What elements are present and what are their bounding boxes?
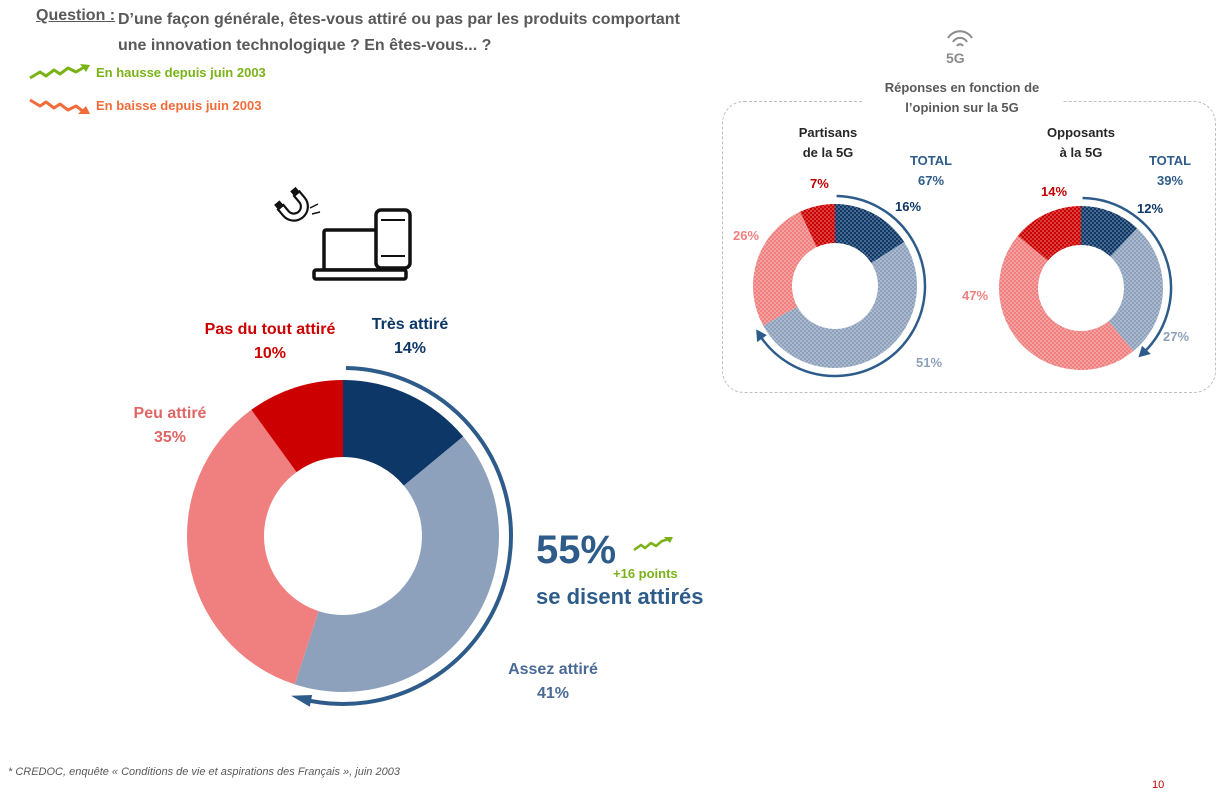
opposants-attires-arc bbox=[1082, 196, 1173, 356]
summary-text: se disent attirés bbox=[536, 584, 704, 609]
partisans-peu-label: 26% bbox=[733, 228, 760, 243]
main-arrowhead bbox=[291, 695, 313, 707]
label-tres-attire: Très attiré 14% bbox=[371, 316, 449, 357]
signal-5g-icon bbox=[947, 30, 973, 47]
label-pas-du-tout: Pas du tout attiré 10% bbox=[204, 321, 336, 362]
legend-up-label: En hausse depuis juin 2003 bbox=[96, 65, 266, 80]
main-slice-pas-du-tout bbox=[251, 380, 343, 473]
opposants-slice-texture-peu bbox=[999, 235, 1134, 370]
label-assez-attire: Assez attiré 41% bbox=[508, 661, 598, 702]
opposants-tres-label: 12% bbox=[1137, 201, 1164, 216]
trend-down-icon bbox=[29, 98, 90, 114]
partisans-assez-label: 51% bbox=[916, 355, 943, 370]
question-line-1: D’une façon générale, êtes-vous attiré o… bbox=[118, 11, 680, 28]
opposants-slice-texture-pas-du-tout bbox=[1017, 206, 1081, 261]
main-slice-assez bbox=[294, 436, 499, 692]
partisans-slice-texture-assez bbox=[763, 242, 917, 369]
opposants-total: TOTAL 39% bbox=[1148, 153, 1192, 188]
partisans-tres-label: 16% bbox=[895, 199, 922, 214]
5g-panel-title: Réponses en fonction de l’opinion sur la … bbox=[884, 80, 1040, 115]
5g-panel-title-bg bbox=[862, 76, 1062, 120]
question-text: D’une façon générale, êtes-vous attiré o… bbox=[118, 7, 818, 59]
label-peu-attire: Peu attiré 35% bbox=[133, 405, 207, 446]
opposants-slice-texture-tres bbox=[1081, 206, 1138, 257]
partisans-pas-du-tout-label: 7% bbox=[810, 176, 829, 191]
question-label: Question : bbox=[36, 7, 116, 24]
partisans-attires-arc bbox=[757, 194, 927, 378]
main-slice-peu bbox=[187, 409, 319, 685]
legend-down-label: En baisse depuis juin 2003 bbox=[96, 98, 262, 113]
partisans-total: TOTAL 67% bbox=[909, 153, 953, 188]
question-line-2: une innovation technologique ? En êtes-v… bbox=[118, 37, 492, 54]
footnote: * CREDOC, enquête « Conditions de vie et… bbox=[8, 766, 400, 778]
opposants-slice-texture-assez bbox=[1108, 228, 1163, 352]
opposants-arrowhead bbox=[1138, 345, 1151, 358]
5g-icon-label: 5G bbox=[946, 50, 965, 66]
magnet-devices-icon bbox=[274, 186, 412, 281]
page-number: 10 bbox=[1152, 779, 1165, 791]
opposants-title: Opposants à la 5G bbox=[1047, 125, 1115, 160]
main-attires-arc bbox=[299, 366, 513, 706]
partisans-slice-texture-peu bbox=[752, 211, 817, 326]
opposants-assez-label: 27% bbox=[1163, 329, 1190, 344]
trend-up-icon-small bbox=[633, 537, 673, 552]
partisans-slice-texture-tres bbox=[835, 204, 905, 263]
partisans-slice-texture-pas-du-tout bbox=[800, 204, 835, 248]
trend-up-icon bbox=[29, 64, 90, 80]
partisans-arrowhead bbox=[756, 329, 767, 343]
opposants-peu-label: 47% bbox=[962, 288, 989, 303]
partisans-title: Partisans de la 5G bbox=[798, 125, 858, 160]
summary-percent: 55% bbox=[536, 528, 617, 572]
main-slice-tres bbox=[343, 380, 464, 486]
opposants-pas-du-tout-label: 14% bbox=[1041, 184, 1068, 199]
summary-delta: +16 points bbox=[613, 566, 678, 581]
